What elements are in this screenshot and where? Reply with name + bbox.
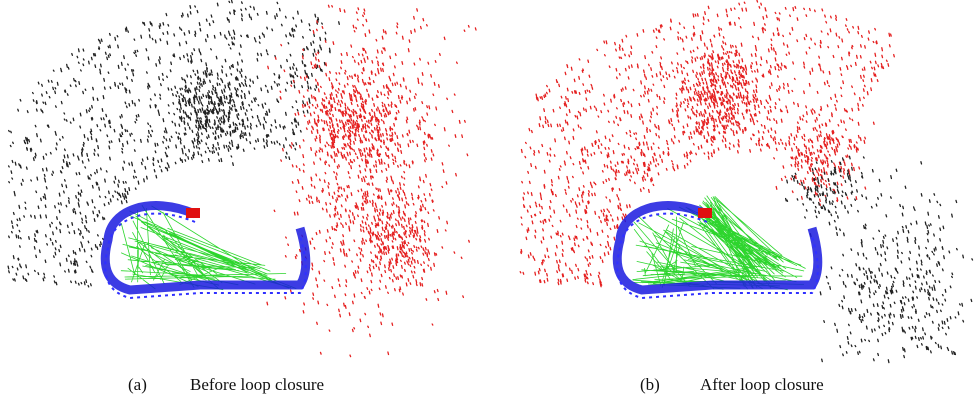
panel-tag: (b) (640, 375, 660, 394)
panel-caption: Before loop closure (190, 375, 324, 394)
panel-tag: (a) (128, 375, 147, 394)
current-frame (698, 208, 712, 218)
panel-caption: After loop closure (700, 375, 824, 394)
panel-b (520, 0, 972, 362)
point-cloud (267, 5, 476, 356)
figure: (a) Before loop closure (b) After loop c… (0, 0, 976, 404)
covisibility-edges (121, 205, 296, 290)
current-frame (186, 208, 200, 218)
panel-a (8, 1, 476, 357)
